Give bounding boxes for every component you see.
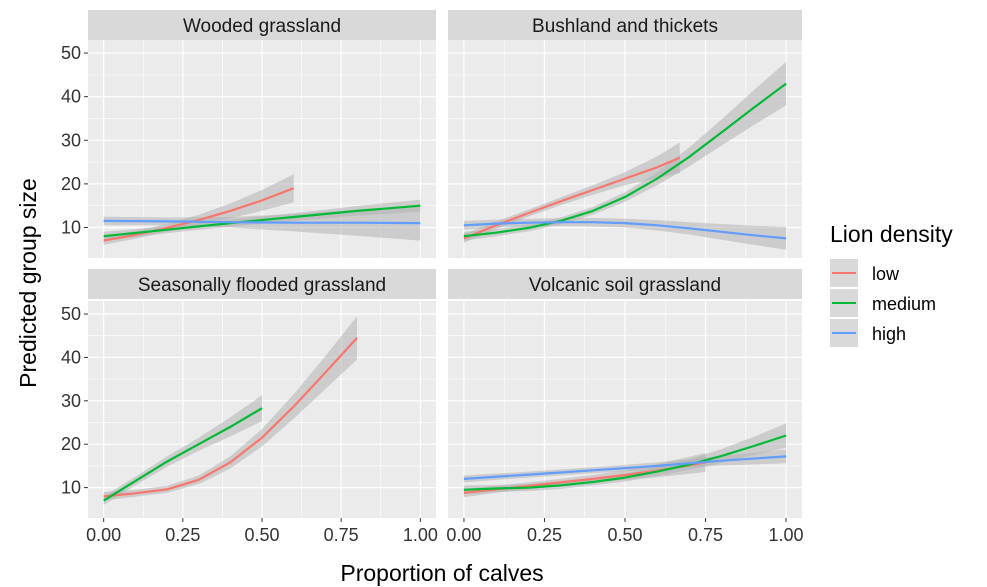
x-tick-label: 0.50 — [607, 525, 642, 545]
strip-title: Wooded grassland — [183, 16, 341, 37]
x-tick-label: 0.50 — [244, 525, 279, 545]
x-tick-label: 0.00 — [86, 525, 121, 545]
legend-title: Lion density — [830, 221, 953, 247]
legend: Lion density low medium high — [830, 221, 953, 347]
y-tick-label: 50 — [61, 43, 81, 63]
y-tick-label: 40 — [61, 87, 81, 107]
x-tick-label: 0.75 — [324, 525, 359, 545]
x-tick-label: 0.25 — [527, 525, 562, 545]
x-axis-title: Proportion of calves — [340, 560, 543, 586]
legend-label-high: high — [872, 324, 906, 344]
y-tick-label: 10 — [61, 478, 81, 498]
y-tick-label: 50 — [61, 304, 81, 324]
y-tick-label: 20 — [61, 174, 81, 194]
strip-title: Volcanic soil grassland — [529, 275, 721, 296]
strip-title: Bushland and thickets — [532, 16, 718, 37]
y-tick-label: 10 — [61, 217, 81, 237]
y-tick-label: 20 — [61, 434, 81, 454]
y-tick-label: 40 — [61, 347, 81, 367]
legend-item-low: low — [830, 259, 900, 287]
x-tick-label: 0.25 — [165, 525, 200, 545]
y-axis-title: Predicted group size — [15, 178, 41, 388]
strip-title: Seasonally flooded grassland — [138, 275, 386, 296]
panel-wooded-grassland: Wooded grassland 10 20 30 40 50 — [61, 10, 436, 258]
legend-label-medium: medium — [872, 294, 936, 314]
panel-volcanic-soil-grassland: Volcanic soil grassland 0.00 0.25 0.50 0.75 1… — [446, 269, 803, 545]
legend-item-high: high — [830, 319, 906, 347]
y-tick-label: 30 — [61, 391, 81, 411]
x-tick-label: 0.75 — [688, 525, 723, 545]
panel-bushland-and-thickets: Bushland and thickets — [448, 10, 802, 258]
legend-item-medium: medium — [830, 289, 936, 317]
y-tick-label: 30 — [61, 130, 81, 150]
x-tick-label: 1.00 — [769, 525, 804, 545]
panels-layer: Wooded grassland 10 20 30 40 50 Bushland and t… — [61, 10, 804, 545]
legend-label-low: low — [872, 264, 900, 284]
x-tick-label: 1.00 — [403, 525, 438, 545]
panel-seasonally-flooded-grassland: Seasonally flooded grassland 10 20 30 40 50 0.… — [61, 269, 438, 545]
x-tick-label: 0.00 — [446, 525, 481, 545]
